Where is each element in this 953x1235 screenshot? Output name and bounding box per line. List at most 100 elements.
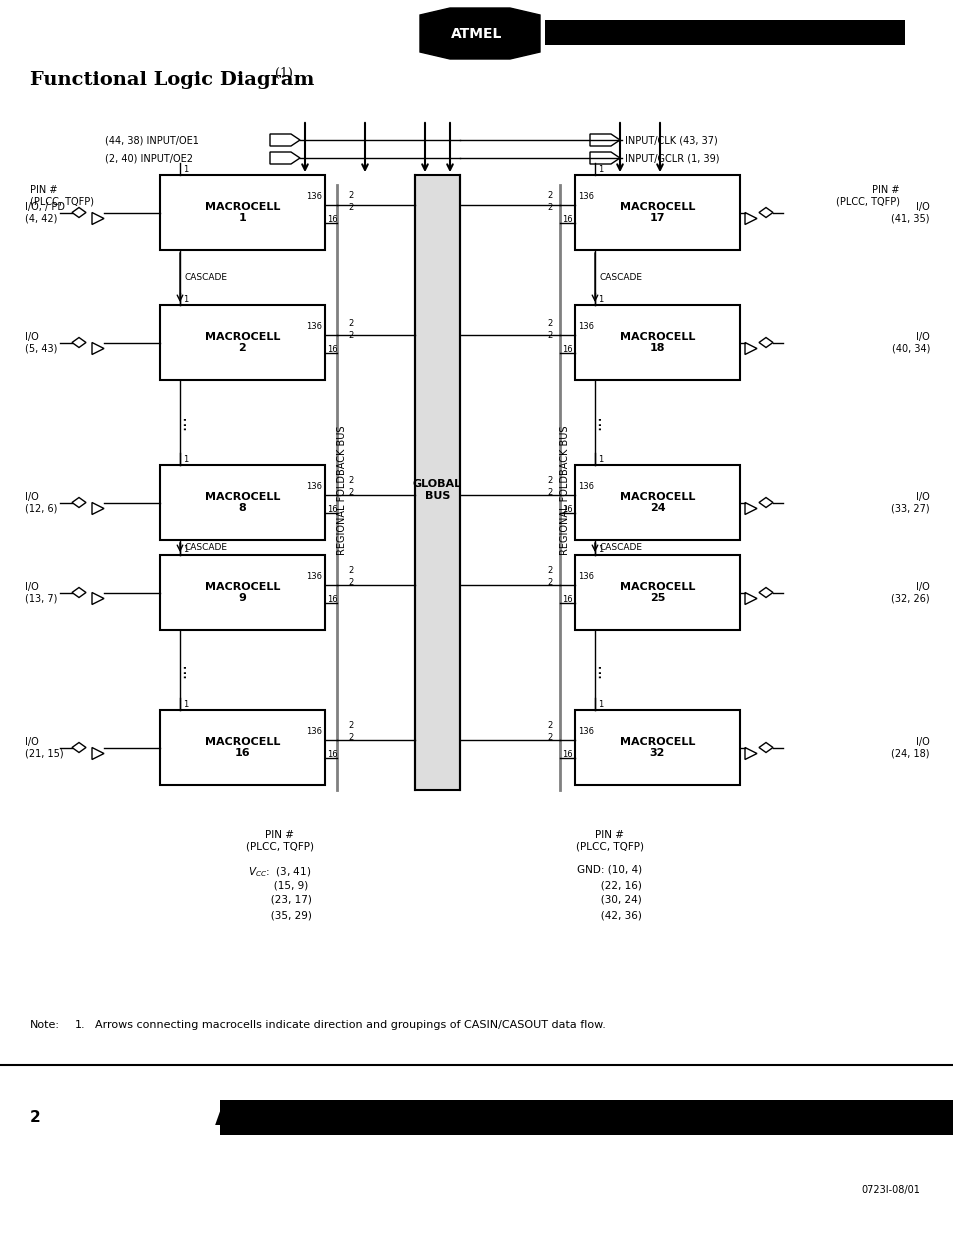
Text: 2: 2 — [547, 566, 553, 574]
Text: 0723I-08/01: 0723I-08/01 — [861, 1186, 919, 1195]
Text: 2: 2 — [547, 475, 553, 484]
Text: 16: 16 — [327, 215, 337, 224]
Text: 2: 2 — [30, 1109, 41, 1125]
Text: I/O
(12, 6): I/O (12, 6) — [25, 492, 57, 514]
Text: ATMEL: ATMEL — [451, 27, 502, 41]
Text: 1.: 1. — [75, 1020, 86, 1030]
Text: MACROCELL
32: MACROCELL 32 — [619, 737, 695, 758]
Text: 16: 16 — [327, 505, 337, 514]
Polygon shape — [589, 135, 619, 146]
Text: 2: 2 — [348, 578, 353, 587]
Polygon shape — [744, 342, 757, 354]
Text: I/O
(41, 35): I/O (41, 35) — [890, 201, 929, 224]
Bar — [575, 175, 740, 249]
Bar — [160, 555, 325, 630]
Text: 1: 1 — [183, 699, 188, 709]
Polygon shape — [270, 135, 299, 146]
Text: 16: 16 — [327, 345, 337, 354]
Text: 136: 136 — [578, 482, 594, 490]
Bar — [575, 466, 740, 540]
Text: ...: ... — [585, 415, 603, 430]
Text: 2: 2 — [348, 720, 353, 730]
Text: 2: 2 — [348, 488, 353, 496]
Bar — [160, 710, 325, 785]
Text: 136: 136 — [306, 482, 322, 490]
Text: 2: 2 — [547, 732, 553, 741]
Text: 1: 1 — [598, 164, 602, 173]
Text: (22, 16): (22, 16) — [578, 881, 641, 890]
Text: CASCADE: CASCADE — [599, 273, 642, 282]
Text: 2: 2 — [348, 203, 353, 211]
Text: CASCADE: CASCADE — [599, 543, 642, 552]
Text: Functional Logic Diagram: Functional Logic Diagram — [30, 70, 314, 89]
Polygon shape — [759, 498, 772, 508]
Text: 1: 1 — [598, 294, 602, 304]
Polygon shape — [744, 212, 757, 225]
Text: 16: 16 — [561, 345, 573, 354]
Polygon shape — [759, 742, 772, 752]
Text: ATMEL: ATMEL — [449, 22, 504, 37]
Text: REGIONAL FOLDBACK BUS: REGIONAL FOLDBACK BUS — [336, 425, 347, 555]
Text: (35, 29): (35, 29) — [248, 910, 312, 920]
Text: PIN #
(PLCC, TQFP): PIN # (PLCC, TQFP) — [246, 830, 314, 852]
Text: PIN #
(PLCC, TQFP): PIN # (PLCC, TQFP) — [576, 830, 643, 852]
Polygon shape — [270, 152, 299, 164]
Text: I/O
(32, 26): I/O (32, 26) — [890, 582, 929, 604]
Text: 136: 136 — [578, 726, 594, 736]
Text: INPUT/CLK (43, 37): INPUT/CLK (43, 37) — [624, 135, 717, 144]
Text: 16: 16 — [561, 505, 573, 514]
Polygon shape — [759, 588, 772, 598]
Text: 136: 136 — [578, 321, 594, 331]
Text: ATF1500ABV: ATF1500ABV — [214, 1103, 413, 1131]
Polygon shape — [759, 207, 772, 217]
Text: 136: 136 — [306, 191, 322, 200]
Text: MACROCELL
2: MACROCELL 2 — [205, 332, 280, 353]
Text: 1: 1 — [598, 699, 602, 709]
Polygon shape — [91, 503, 104, 515]
Polygon shape — [71, 207, 86, 217]
Text: MACROCELL
8: MACROCELL 8 — [205, 492, 280, 514]
Text: 16: 16 — [561, 215, 573, 224]
Text: 1: 1 — [183, 294, 188, 304]
Text: INPUT/GCLR (1, 39): INPUT/GCLR (1, 39) — [624, 153, 719, 163]
Text: GND: (10, 4): GND: (10, 4) — [577, 864, 642, 876]
Text: 2: 2 — [348, 566, 353, 574]
Text: 16: 16 — [561, 595, 573, 604]
Polygon shape — [71, 337, 86, 347]
Text: GLOBAL
BUS: GLOBAL BUS — [413, 479, 461, 501]
Text: Note:: Note: — [30, 1020, 60, 1030]
Text: 136: 136 — [306, 321, 322, 331]
Text: 2: 2 — [348, 732, 353, 741]
Text: (2, 40) INPUT/OE2: (2, 40) INPUT/OE2 — [105, 153, 193, 163]
Text: MACROCELL
1: MACROCELL 1 — [205, 201, 280, 224]
Text: 1: 1 — [598, 545, 602, 553]
Text: 136: 136 — [306, 726, 322, 736]
Bar — [160, 305, 325, 380]
Text: ...: ... — [585, 662, 603, 678]
Polygon shape — [91, 342, 104, 354]
Bar — [575, 305, 740, 380]
Text: I/O, / PD
(4, 42): I/O, / PD (4, 42) — [25, 201, 65, 224]
Text: MACROCELL
9: MACROCELL 9 — [205, 582, 280, 604]
Text: I/O
(5, 43): I/O (5, 43) — [25, 332, 57, 353]
Bar — [415, 175, 459, 790]
Text: CASCADE: CASCADE — [185, 273, 228, 282]
Bar — [160, 175, 325, 249]
Polygon shape — [91, 212, 104, 225]
Text: 136: 136 — [578, 572, 594, 580]
Text: $V_{CC}$:  (3, 41): $V_{CC}$: (3, 41) — [248, 864, 312, 878]
Text: 2: 2 — [547, 319, 553, 327]
Text: PIN #
(PLCC, TQFP): PIN # (PLCC, TQFP) — [30, 185, 94, 206]
Text: MACROCELL
18: MACROCELL 18 — [619, 332, 695, 353]
Bar — [544, 20, 904, 44]
Polygon shape — [419, 7, 539, 59]
Polygon shape — [744, 593, 757, 604]
Text: (23, 17): (23, 17) — [248, 895, 312, 905]
Text: MACROCELL
17: MACROCELL 17 — [619, 201, 695, 224]
Text: MACROCELL
16: MACROCELL 16 — [205, 737, 280, 758]
Polygon shape — [91, 593, 104, 604]
Text: (1): (1) — [274, 67, 293, 79]
Text: MACROCELL
25: MACROCELL 25 — [619, 582, 695, 604]
Text: I/O
(21, 15): I/O (21, 15) — [25, 737, 64, 758]
Text: 136: 136 — [578, 191, 594, 200]
